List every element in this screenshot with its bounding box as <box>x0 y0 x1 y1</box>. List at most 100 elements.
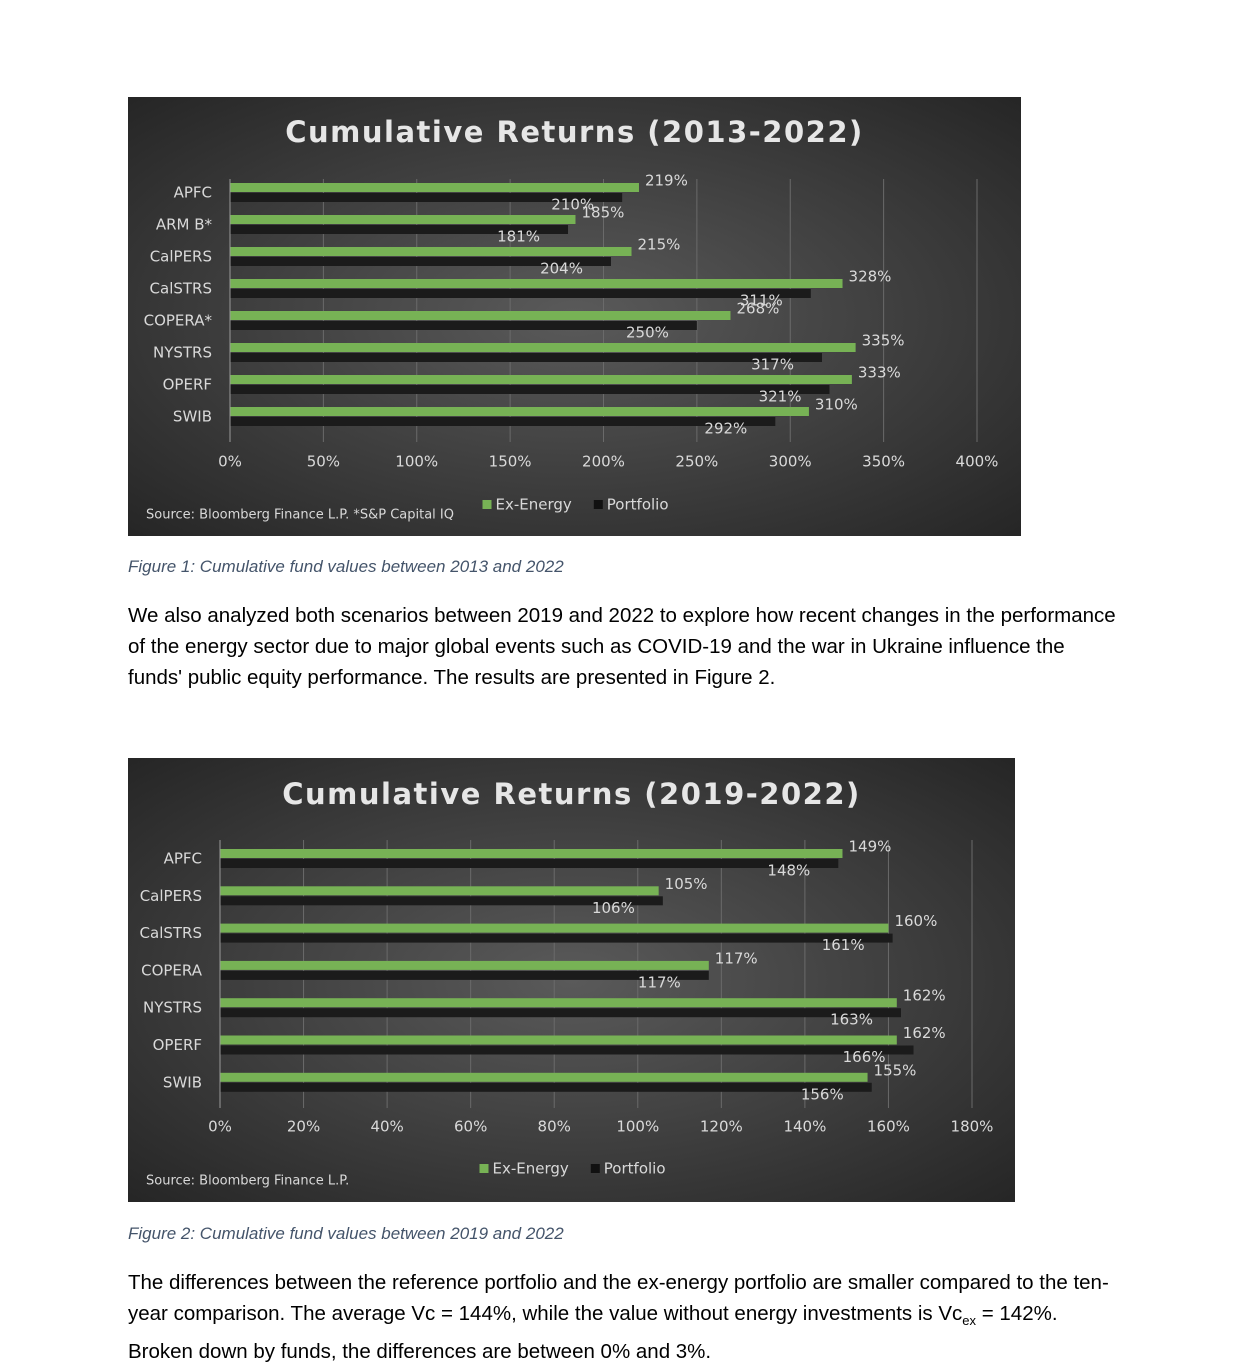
bar <box>230 279 843 288</box>
data-label: 292% <box>704 420 747 438</box>
y-tick-label: NYSTRS <box>143 999 202 1017</box>
data-label: 149% <box>848 838 891 856</box>
bar <box>220 1008 901 1018</box>
data-label: 105% <box>665 875 708 893</box>
data-label: 310% <box>815 396 858 414</box>
bar <box>230 311 731 320</box>
y-tick-label: ARM B* <box>156 216 213 234</box>
data-label: 162% <box>903 987 946 1005</box>
data-label: 311% <box>740 292 783 310</box>
legend-swatch <box>479 1164 489 1173</box>
data-label: 181% <box>497 228 540 246</box>
bar <box>220 859 839 868</box>
data-label: 185% <box>581 204 624 222</box>
data-label: 219% <box>645 172 688 190</box>
x-tick-label: 20% <box>287 1118 320 1136</box>
x-tick-label: 100% <box>395 453 438 471</box>
y-tick-label: APFC <box>164 850 202 868</box>
y-tick-label: SWIB <box>173 408 212 426</box>
data-label: 335% <box>862 332 905 350</box>
legend-label: Ex-Energy <box>496 496 572 514</box>
y-tick-label: CalSTRS <box>150 280 212 298</box>
data-label: 215% <box>638 236 681 254</box>
bar <box>220 1045 914 1055</box>
bar <box>230 417 776 426</box>
bar <box>220 960 709 970</box>
legend-label: Ex-Energy <box>493 1160 569 1178</box>
x-tick-label: 40% <box>370 1118 403 1136</box>
bar <box>220 896 663 906</box>
x-tick-label: 250% <box>675 453 718 471</box>
legend-swatch <box>482 500 492 509</box>
data-label: 210% <box>551 196 594 214</box>
data-label: 204% <box>540 260 583 278</box>
bar <box>220 970 709 980</box>
bar <box>230 215 576 224</box>
bar <box>230 257 611 266</box>
data-label: 321% <box>759 388 802 406</box>
data-label: 163% <box>830 1011 873 1029</box>
bar <box>220 849 843 858</box>
data-label: 250% <box>626 324 669 342</box>
data-label: 162% <box>903 1024 946 1042</box>
bar <box>230 375 852 384</box>
x-tick-label: 120% <box>700 1118 743 1136</box>
bar <box>220 1035 897 1045</box>
subscript: ex <box>962 1313 977 1329</box>
data-label: 155% <box>874 1061 917 1079</box>
source-note: Source: Bloomberg Finance L.P. *S&P Capi… <box>146 508 454 523</box>
x-tick-label: 180% <box>951 1118 994 1136</box>
bar <box>230 343 856 352</box>
x-tick-label: 300% <box>769 453 812 471</box>
data-label: 148% <box>767 862 810 880</box>
y-tick-label: OPERF <box>163 376 212 394</box>
x-tick-label: 350% <box>862 453 905 471</box>
bar <box>220 1082 872 1092</box>
y-tick-label: COPERA <box>141 961 203 979</box>
bar <box>220 886 659 896</box>
bar <box>230 225 569 234</box>
bar <box>230 385 830 394</box>
data-label: 117% <box>638 973 681 991</box>
caption: Figure 2: Cumulative fund values between… <box>128 1224 564 1243</box>
paragraph: The differences between the reference po… <box>128 1267 1118 1367</box>
bar <box>230 407 809 416</box>
x-tick-label: 60% <box>454 1118 487 1136</box>
data-label: 333% <box>858 364 901 382</box>
chart-title: Cumulative Returns (2019-2022) <box>282 777 861 811</box>
text: The differences between the reference po… <box>128 1271 1109 1325</box>
x-tick-label: 0% <box>218 453 242 471</box>
bar <box>230 183 639 192</box>
x-tick-label: 200% <box>582 453 625 471</box>
x-tick-label: 400% <box>956 453 999 471</box>
bar <box>220 933 893 943</box>
x-tick-label: 80% <box>538 1118 571 1136</box>
legend-label: Portfolio <box>604 1160 666 1178</box>
data-label: 160% <box>894 912 937 930</box>
x-tick-label: 150% <box>489 453 532 471</box>
caption: Figure 1: Cumulative fund values between… <box>128 557 564 576</box>
y-tick-label: CalPERS <box>140 887 202 905</box>
x-tick-label: 50% <box>307 453 340 471</box>
y-tick-label: SWIB <box>163 1073 202 1091</box>
y-tick-label: OPERF <box>153 1036 202 1054</box>
data-label: 166% <box>843 1048 886 1066</box>
data-label: 317% <box>751 356 794 374</box>
data-label: 328% <box>849 268 892 286</box>
bar <box>230 247 632 256</box>
data-label: 106% <box>592 899 635 917</box>
background <box>128 758 1015 1202</box>
y-tick-label: NYSTRS <box>153 344 212 362</box>
x-tick-label: 140% <box>783 1118 826 1136</box>
y-tick-label: CalPERS <box>150 248 212 266</box>
bar <box>230 321 697 330</box>
chart: Cumulative Returns (2013-2022) 0% 50% 100% 1… <box>128 97 1021 536</box>
chart: Cumulative Returns (2019-2022) 0% 20% 40% 60… <box>128 758 1015 1202</box>
bar <box>230 353 822 362</box>
data-label: 161% <box>822 936 865 954</box>
x-tick-label: 100% <box>616 1118 659 1136</box>
text: = 142%. Broken down by funds, the differ… <box>128 1302 1058 1364</box>
x-tick-label: 160% <box>867 1118 910 1136</box>
paragraph: We also analyzed both scenarios between … <box>128 604 1116 689</box>
data-label: 156% <box>801 1085 844 1103</box>
